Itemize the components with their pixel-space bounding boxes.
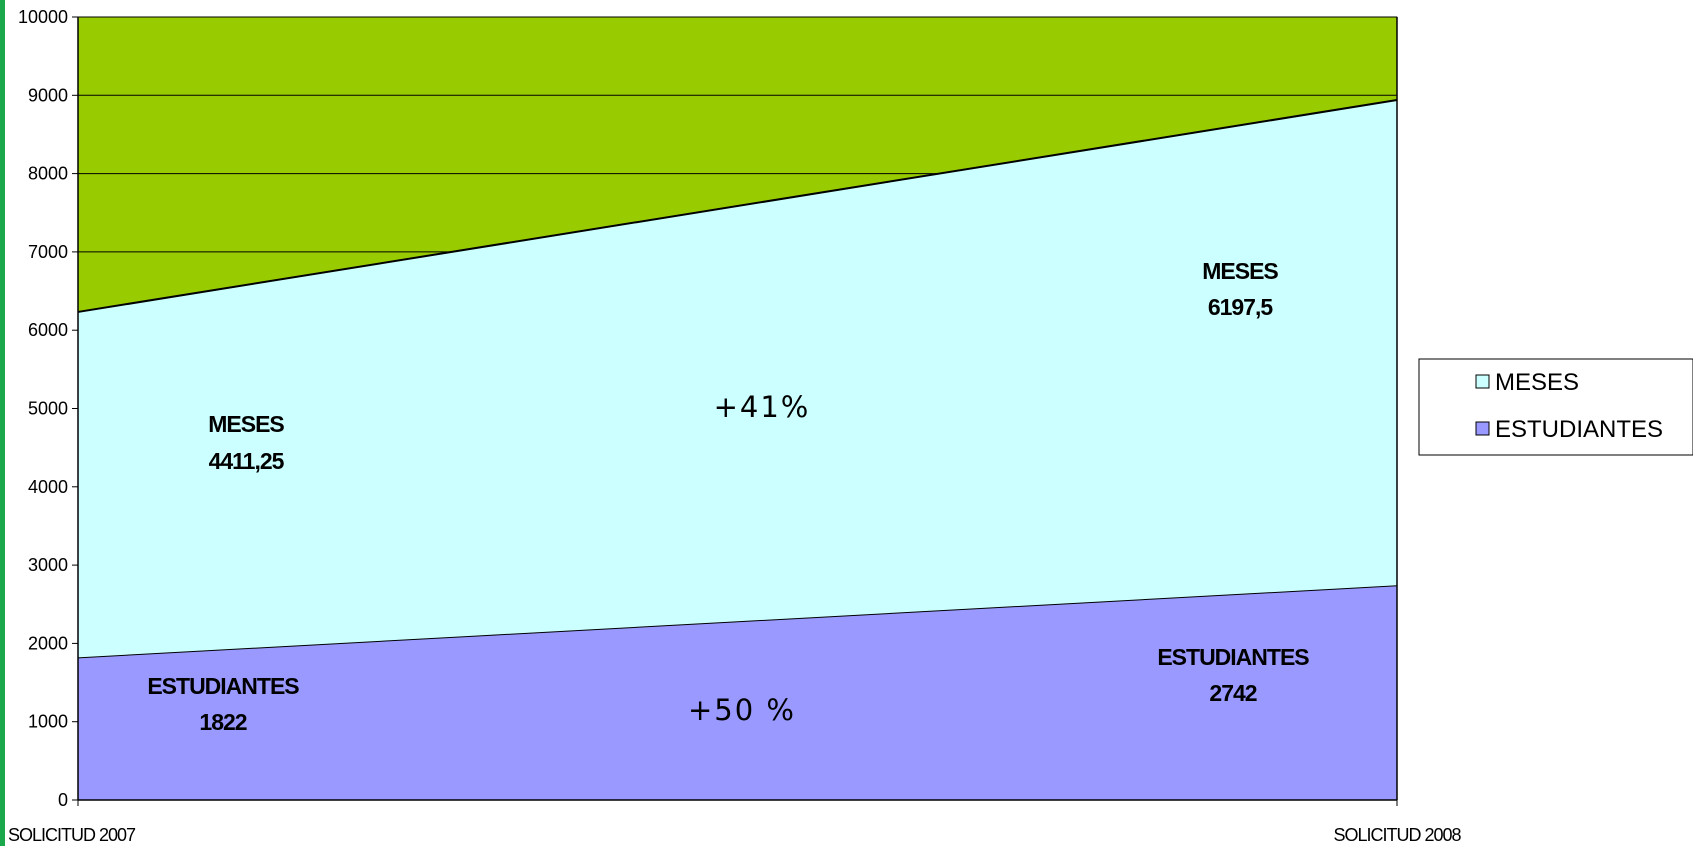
y-tick-label: 10000 bbox=[18, 7, 68, 27]
annotation-estudiantes-2007-value: 1822 bbox=[199, 709, 246, 735]
y-tick-label: 2000 bbox=[28, 633, 68, 653]
legend-label-meses: MESES bbox=[1495, 369, 1579, 396]
y-tick-label: 1000 bbox=[28, 712, 68, 732]
legend: MESES ESTUDIANTES bbox=[1418, 358, 1693, 456]
x-tick-label: SOLICITUD 2007 bbox=[8, 825, 136, 845]
y-tick-label: 6000 bbox=[28, 320, 68, 340]
left-accent-strip bbox=[0, 0, 5, 846]
annotation-estudiantes-change: +50 % bbox=[688, 693, 796, 727]
annotation-meses-2007-name: MESES bbox=[208, 411, 284, 437]
annotation-estudiantes-2008-value: 2742 bbox=[1209, 680, 1256, 706]
legend-label-estudiantes: ESTUDIANTES bbox=[1495, 416, 1663, 443]
y-tick-label: 0 bbox=[58, 790, 68, 810]
annotation-estudiantes-2008-name: ESTUDIANTES bbox=[1157, 644, 1309, 670]
area-edge-meses bbox=[77, 99, 1398, 313]
annotation-meses-2007-value: 4411,25 bbox=[209, 448, 285, 474]
annotations: MESES 4411,25 MESES 6197,5 ESTUDIANTES 1… bbox=[147, 258, 1310, 735]
annotation-meses-2008-name: MESES bbox=[1202, 258, 1278, 284]
annotation-meses-change: +41% bbox=[714, 390, 811, 424]
area-meses bbox=[78, 100, 1397, 658]
y-tick-label: 3000 bbox=[28, 555, 68, 575]
annotation-estudiantes-2007-name: ESTUDIANTES bbox=[147, 673, 299, 699]
y-tick-label: 5000 bbox=[28, 399, 68, 419]
axes: 0 1000 2000 3000 4000 5000 6000 7000 8000 9000 100… bbox=[8, 7, 1463, 845]
legend-swatch-estudiantes bbox=[1475, 421, 1490, 436]
y-tick-label: 8000 bbox=[28, 164, 68, 184]
y-tick-label: 7000 bbox=[28, 242, 68, 262]
annotation-meses-2008-value: 6197,5 bbox=[1208, 294, 1274, 320]
area-series bbox=[77, 99, 1398, 800]
legend-swatch-meses bbox=[1475, 374, 1490, 389]
x-tick-label: SOLICITUD 2008 bbox=[1333, 825, 1461, 845]
area-estudiantes bbox=[78, 585, 1397, 800]
legend-box bbox=[1418, 358, 1693, 456]
y-tick-label: 4000 bbox=[28, 477, 68, 497]
y-tick-label: 9000 bbox=[28, 85, 68, 105]
